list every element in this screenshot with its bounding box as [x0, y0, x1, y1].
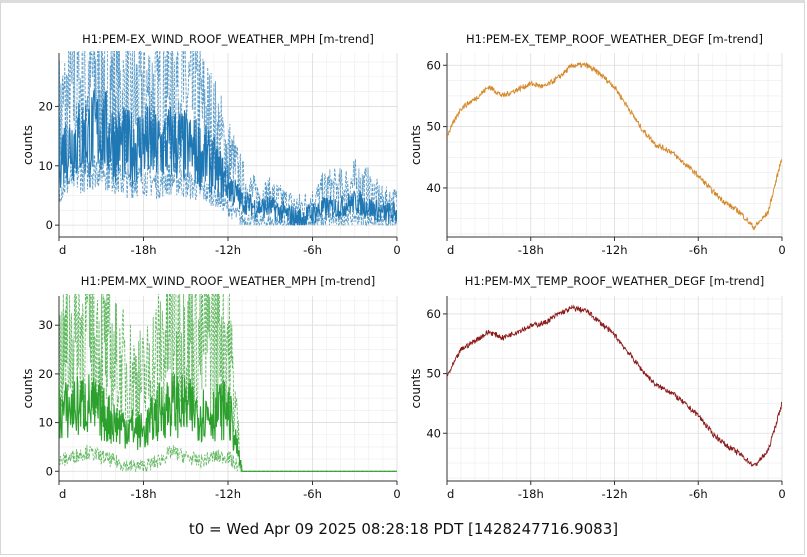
- x-tick-label: 0: [393, 243, 400, 257]
- y-axis-label: counts: [409, 368, 423, 408]
- y-axis-label: counts: [21, 125, 35, 165]
- chart-title: H1:PEM-EX_WIND_ROOF_WEATHER_MPH [m-trend…: [82, 32, 374, 46]
- x-tick-label: -6h: [303, 243, 322, 257]
- y-tick-label: 40: [426, 181, 441, 195]
- x-tick-label: -18h: [518, 243, 544, 257]
- y-axis-label: counts: [21, 368, 35, 408]
- y-tick-label: 50: [426, 367, 441, 381]
- y-tick-label: 20: [38, 367, 53, 381]
- y-tick-label: 50: [426, 120, 441, 134]
- y-tick-label: 60: [426, 58, 441, 72]
- x-tick-label: -12h: [215, 487, 241, 501]
- y-tick-label: 0: [46, 218, 53, 232]
- y-tick-label: 30: [38, 318, 53, 332]
- x-tick-label: -18h: [130, 487, 156, 501]
- y-tick-label: 10: [38, 416, 53, 430]
- chart-panel-4: d -18h -12h -6h 0 40 50 60 H1:PEM-MX_TEMP_ROOF_W…: [409, 274, 786, 501]
- x-tick-label: 0: [393, 487, 400, 501]
- x-tick-label: d: [447, 487, 454, 501]
- series-line: [447, 62, 782, 230]
- chart-panel-2: d -18h -12h -6h 0 40 50 60 H1:PEM-EX_TEMP_ROOF_W…: [409, 32, 786, 257]
- y-tick-label: 40: [426, 426, 441, 440]
- y-tick-label: 10: [38, 159, 53, 173]
- x-tick-label: -12h: [601, 487, 627, 501]
- x-tick-label: -18h: [518, 487, 544, 501]
- y-tick-label: 20: [38, 99, 53, 113]
- chart-panel-1: d -18h -12h -6h 0 0 10 20 H1:PEM-EX_WIND_ROOF_WE…: [21, 32, 401, 257]
- chart-panel-3: d -18h -12h -6h 0 0 10 20 30 H1:PEM-MX_WIND_ROOF_…: [21, 274, 401, 501]
- chart-title: H1:PEM-MX_TEMP_ROOF_WEATHER_DEGF [m-tren…: [465, 274, 765, 288]
- series-line: [447, 304, 782, 467]
- x-tick-label: -12h: [215, 243, 241, 257]
- chart-title: H1:PEM-MX_WIND_ROOF_WEATHER_MPH [m-trend…: [81, 274, 376, 288]
- footer-t0-label: t0 = Wed Apr 09 2025 08:28:18 PDT [14282…: [188, 520, 619, 538]
- x-tick-label: -6h: [689, 487, 708, 501]
- x-tick-label: 0: [778, 243, 785, 257]
- x-tick-label: d: [59, 243, 66, 257]
- x-tick-label: -18h: [130, 243, 156, 257]
- x-tick-label: d: [447, 243, 454, 257]
- x-tick-label: d: [59, 487, 66, 501]
- x-tick-label: -6h: [303, 487, 322, 501]
- y-tick-label: 60: [426, 307, 441, 321]
- x-tick-label: -12h: [601, 243, 627, 257]
- x-tick-label: -6h: [689, 243, 708, 257]
- chart-title: H1:PEM-EX_TEMP_ROOF_WEATHER_DEGF [m-tren…: [466, 32, 763, 46]
- series-mean-line: [59, 372, 397, 472]
- series-mean-line: [59, 89, 397, 226]
- series-max-line: [59, 51, 397, 218]
- y-tick-label: 0: [46, 464, 53, 478]
- y-axis-label: counts: [409, 125, 423, 165]
- x-tick-label: 0: [778, 487, 785, 501]
